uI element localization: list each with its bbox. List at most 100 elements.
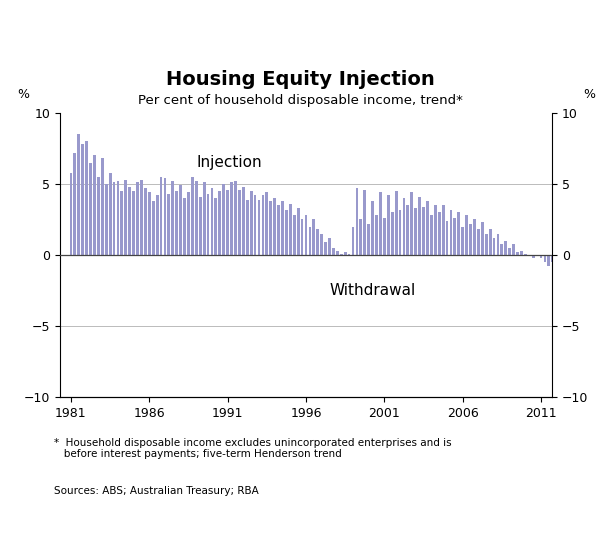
Bar	[230, 183, 233, 255]
Bar	[328, 238, 331, 255]
Bar	[172, 181, 174, 255]
Bar	[379, 192, 382, 255]
Bar	[579, 255, 581, 291]
Bar	[113, 183, 115, 255]
Bar	[124, 180, 127, 255]
Bar	[101, 158, 104, 255]
Bar	[187, 192, 190, 255]
Bar	[547, 255, 550, 266]
Bar	[332, 248, 335, 255]
Bar	[269, 201, 272, 255]
Bar	[301, 220, 304, 255]
Text: Sources: ABS; Australian Treasury; RBA: Sources: ABS; Australian Treasury; RBA	[54, 486, 259, 496]
Bar	[121, 191, 124, 255]
Bar	[116, 181, 119, 255]
Bar	[82, 144, 84, 255]
Bar	[109, 172, 112, 255]
Bar	[179, 185, 182, 255]
Bar	[97, 177, 100, 255]
Bar	[551, 255, 554, 262]
Bar	[160, 177, 163, 255]
Bar	[73, 153, 76, 255]
Bar	[308, 227, 311, 255]
Bar	[156, 195, 158, 255]
Bar	[265, 192, 268, 255]
Bar	[167, 194, 170, 255]
Bar	[563, 255, 566, 281]
Bar	[320, 234, 323, 255]
Bar	[457, 212, 460, 255]
Bar	[516, 252, 519, 255]
Text: %: %	[17, 89, 29, 101]
Bar	[254, 195, 256, 255]
Bar	[595, 255, 597, 301]
Bar	[206, 194, 209, 255]
Bar	[214, 198, 217, 255]
Bar	[191, 177, 194, 255]
Bar	[410, 192, 413, 255]
Bar	[449, 209, 452, 255]
Bar	[583, 255, 586, 284]
Bar	[316, 229, 319, 255]
Bar	[148, 192, 151, 255]
Bar	[226, 190, 229, 255]
Bar	[371, 201, 374, 255]
Bar	[257, 200, 260, 255]
Bar	[461, 227, 464, 255]
Bar	[293, 215, 296, 255]
Bar	[277, 205, 280, 255]
Bar	[571, 255, 574, 281]
Bar	[587, 255, 589, 291]
Bar	[524, 253, 527, 255]
Bar	[398, 209, 401, 255]
Bar	[85, 141, 88, 255]
Bar	[273, 198, 276, 255]
Bar	[403, 198, 406, 255]
Bar	[262, 195, 265, 255]
Bar	[344, 252, 347, 255]
Bar	[505, 241, 507, 255]
Bar	[297, 208, 299, 255]
Bar	[544, 255, 547, 262]
Bar	[375, 215, 378, 255]
Bar	[555, 255, 558, 270]
Text: Per cent of household disposable income, trend*: Per cent of household disposable income,…	[137, 95, 463, 107]
Bar	[242, 187, 245, 255]
Bar	[238, 190, 241, 255]
Bar	[391, 212, 394, 255]
Bar	[473, 220, 476, 255]
Bar	[364, 190, 366, 255]
Bar	[395, 191, 398, 255]
Bar	[406, 205, 409, 255]
Bar	[434, 205, 437, 255]
Bar	[512, 244, 515, 255]
Text: Housing Equity Injection: Housing Equity Injection	[166, 70, 434, 89]
Bar	[485, 234, 488, 255]
Bar	[175, 191, 178, 255]
Bar	[598, 255, 600, 294]
Bar	[105, 184, 107, 255]
Bar	[414, 208, 417, 255]
Bar	[481, 222, 484, 255]
Bar	[281, 201, 284, 255]
Bar	[132, 191, 135, 255]
Bar	[536, 255, 539, 257]
Bar	[497, 234, 499, 255]
Bar	[465, 215, 468, 255]
Bar	[70, 172, 73, 255]
Bar	[199, 197, 202, 255]
Bar	[234, 181, 237, 255]
Bar	[559, 255, 562, 277]
Bar	[477, 229, 480, 255]
Bar	[289, 204, 292, 255]
Bar	[454, 218, 456, 255]
Bar	[183, 198, 186, 255]
Bar	[469, 224, 472, 255]
Bar	[195, 181, 198, 255]
Text: Withdrawal: Withdrawal	[329, 283, 416, 298]
Bar	[539, 255, 542, 258]
Bar	[140, 180, 143, 255]
Bar	[128, 187, 131, 255]
Bar	[520, 251, 523, 255]
Bar	[250, 191, 253, 255]
